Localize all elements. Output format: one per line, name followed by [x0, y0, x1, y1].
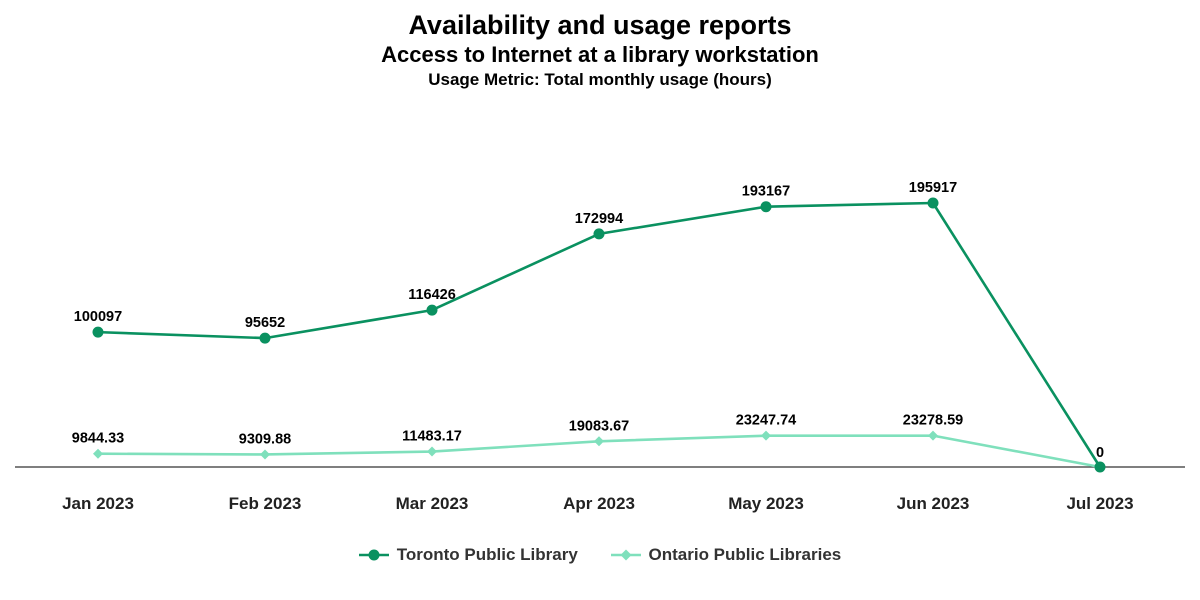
x-tick-label: May 2023 [728, 494, 804, 513]
data-point-ontario [761, 430, 771, 441]
x-tick-label: Apr 2023 [563, 494, 635, 513]
data-point-toronto [760, 201, 772, 213]
legend-circle-marker-icon [358, 549, 389, 561]
data-label-toronto: 100097 [74, 309, 122, 325]
chart-metric-label: Usage Metric: Total monthly usage (hours… [428, 70, 772, 89]
legend-item-ontario[interactable]: Ontario Public Libraries [610, 545, 842, 565]
legend-item-toronto[interactable]: Toronto Public Library [358, 545, 578, 565]
data-point-toronto [426, 304, 438, 316]
data-point-ontario [928, 430, 938, 441]
data-label-ontario: 11483.17 [402, 429, 462, 445]
data-point-toronto [92, 326, 104, 338]
data-label-toronto: 116426 [408, 287, 456, 303]
chart-title: Availability and usage reports [408, 10, 792, 40]
chart-legend: Toronto Public Library Ontario Public Li… [0, 545, 1200, 567]
x-tick-label: Jan 2023 [62, 494, 134, 513]
x-tick-label: Mar 2023 [396, 494, 469, 513]
legend-label-ontario: Ontario Public Libraries [648, 545, 842, 564]
x-tick-label: Jul 2023 [1066, 494, 1133, 513]
chart-titles: Availability and usage reports Access to… [0, 8, 1200, 92]
data-label-toronto: 193167 [742, 184, 790, 200]
data-label-toronto: 95652 [245, 315, 285, 331]
data-point-ontario [260, 449, 270, 460]
data-point-ontario [427, 446, 437, 457]
x-tick-label: Jun 2023 [897, 494, 970, 513]
data-label-ontario: 23278.59 [903, 413, 963, 429]
data-label-ontario: 19083.67 [569, 418, 629, 434]
chart-subtitle: Access to Internet at a library workstat… [381, 42, 819, 67]
data-point-ontario [93, 448, 103, 459]
data-point-toronto [1094, 461, 1106, 473]
data-label-toronto: 172994 [575, 211, 623, 227]
data-label-ontario: 9309.88 [239, 431, 291, 447]
data-point-toronto [593, 228, 605, 240]
data-label-toronto: 195917 [909, 180, 957, 196]
legend-diamond-marker-icon [610, 549, 641, 561]
data-label-toronto: 0 [1096, 445, 1104, 461]
data-label-ontario: 23247.74 [736, 413, 796, 429]
data-point-toronto [259, 332, 271, 344]
data-point-ontario [594, 436, 604, 447]
legend-label-toronto: Toronto Public Library [396, 545, 578, 564]
x-tick-label: Feb 2023 [229, 494, 302, 513]
data-label-ontario: 9844.33 [72, 431, 124, 447]
data-point-toronto [927, 197, 939, 209]
